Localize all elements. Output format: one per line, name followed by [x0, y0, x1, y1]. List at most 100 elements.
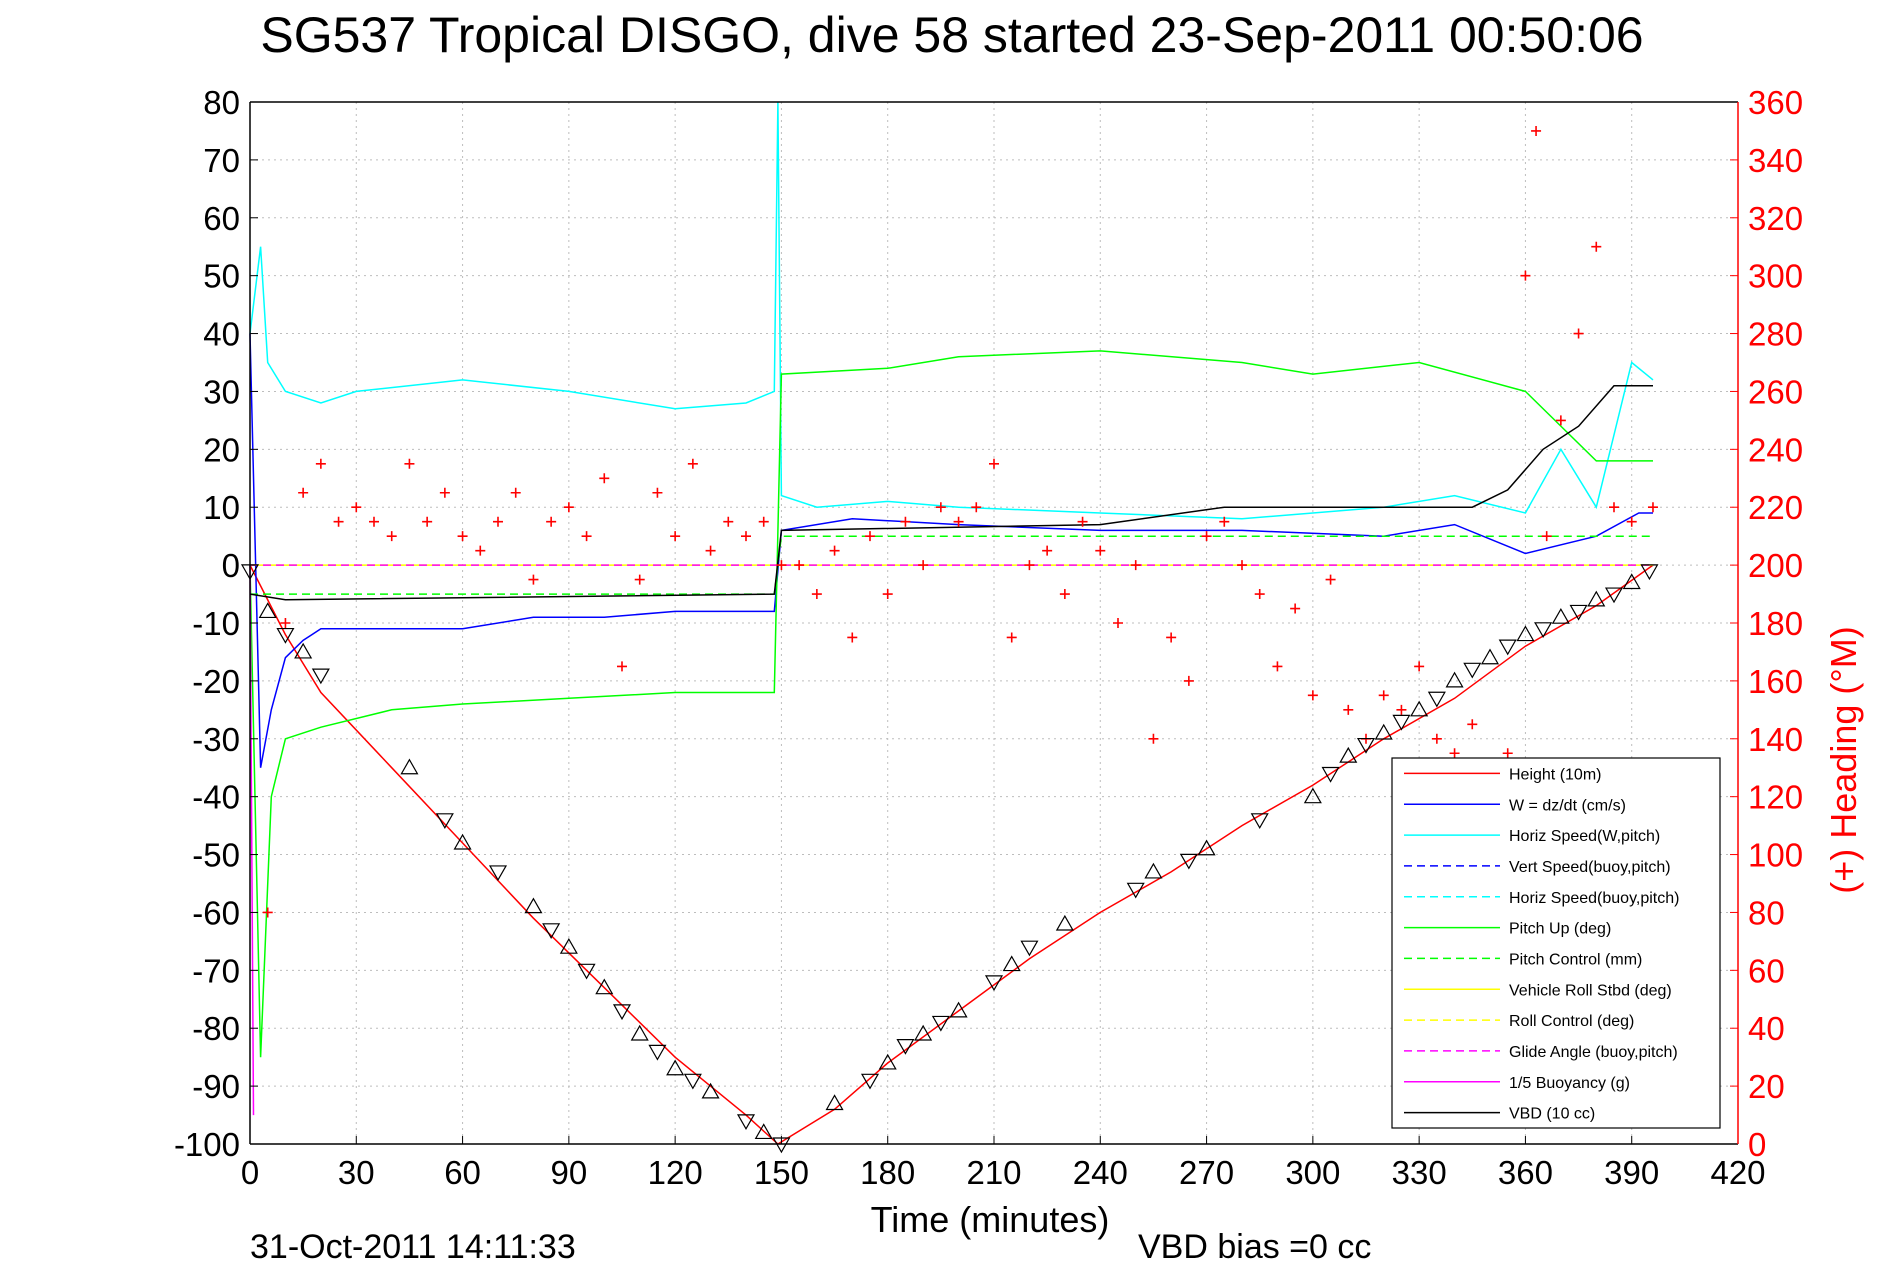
heading-marker	[1254, 589, 1265, 600]
y-tick-label: 40	[203, 316, 240, 353]
triangle-marker	[1410, 700, 1429, 717]
grid	[249, 101, 1739, 1145]
heading-marker	[528, 574, 539, 585]
heading-marker	[829, 545, 840, 556]
triangle-marker	[1463, 662, 1482, 679]
triangle-marker	[1427, 691, 1446, 708]
y-tick-label: -60	[192, 894, 240, 931]
heading-marker	[794, 560, 805, 571]
heading-marker	[1541, 531, 1552, 542]
triangle-marker	[294, 642, 313, 659]
heading-marker	[1059, 589, 1070, 600]
y-tick-label: 80	[203, 84, 240, 121]
triangle-marker	[1516, 625, 1535, 642]
triangle-marker	[488, 865, 508, 882]
y-tick-label: -10	[192, 605, 240, 642]
heading-marker	[422, 516, 433, 527]
y-tick-label: 10	[203, 489, 240, 526]
y-tick-label: -80	[192, 1010, 240, 1047]
heading-marker	[351, 502, 362, 513]
legend-label-horiz-speed-buoy-pitch: Horiz Speed(buoy,pitch)	[1509, 890, 1679, 907]
heading-marker	[971, 502, 982, 513]
heading-marker	[776, 560, 787, 571]
heading-marker	[369, 516, 379, 527]
heading-marker	[1396, 704, 1407, 715]
heading-marker	[1343, 704, 1354, 715]
y-tick-label: -40	[192, 779, 240, 816]
heading-marker	[1272, 661, 1283, 672]
series-horiz-speed-w-pitch	[249, 101, 1654, 520]
y-axis-ticks: 80 70 60 50 40 30 20 10 0 -10 -20 -30 -40 -50 -60 -70 -8…	[174, 84, 240, 1163]
legend-label-1-5-buoyancy-g: 1/5 Buoyancy (g)	[1509, 1075, 1630, 1092]
heading-marker	[1077, 516, 1088, 527]
heading-marker	[741, 531, 751, 542]
triangle-marker	[1534, 622, 1553, 638]
heading-marker	[1378, 690, 1389, 701]
heading-marker	[1609, 502, 1619, 513]
series-layer	[240, 101, 1659, 1154]
heading-marker	[457, 531, 468, 542]
triangle-marker	[1179, 853, 1198, 870]
heading-marker	[935, 502, 946, 513]
x-axis-ticks: 0 30 60 90 120 150 180 210 240 270 300 330 360 390 420	[241, 1154, 1766, 1191]
heading-marker	[1024, 560, 1035, 571]
y-tick-label: -30	[192, 721, 240, 758]
series-vbd-10-cc	[249, 384, 1653, 601]
legend-label-pitch-control-mm: Pitch Control (mm)	[1509, 951, 1642, 968]
triangle-marker	[1250, 813, 1269, 830]
triangle-marker	[1339, 746, 1358, 763]
heading-marker	[1520, 270, 1531, 281]
x-tick-label: 210	[966, 1154, 1021, 1191]
heading-marker	[1449, 748, 1460, 759]
y-tick-label: 60	[203, 200, 240, 237]
triangle-marker	[825, 1094, 844, 1111]
heading-marker	[758, 516, 769, 527]
triangle-marker	[1551, 608, 1570, 624]
x-tick-label: 150	[754, 1154, 809, 1191]
x-tick-label: 60	[444, 1154, 481, 1191]
y-tick-label: 70	[203, 142, 240, 179]
triangle-marker	[542, 923, 561, 940]
heading-marker	[1006, 632, 1017, 643]
right-tick-label: 40	[1748, 1010, 1785, 1047]
heading-marker	[634, 574, 645, 585]
heading-marker	[439, 487, 450, 498]
heading-marker	[1555, 415, 1566, 426]
footer-timestamp: 31-Oct-2011 14:11:33	[250, 1228, 576, 1262]
heading-marker	[687, 458, 698, 469]
legend-label-vehicle-roll-stbd-deg: Vehicle Roll Stbd (deg)	[1509, 982, 1672, 999]
triangle-marker	[949, 1001, 968, 1018]
legend-label-height-10m: Height (10m)	[1509, 766, 1601, 783]
right-tick-label: 300	[1748, 258, 1803, 295]
heading-marker	[333, 516, 344, 527]
x-tick-label: 240	[1073, 1154, 1128, 1191]
heading-marker	[705, 545, 716, 556]
heading-marker	[953, 516, 964, 527]
y-tick-label: -20	[192, 663, 240, 700]
x-tick-label: 360	[1498, 1154, 1553, 1191]
right-tick-label: 0	[1748, 1126, 1766, 1163]
right-tick-label: 320	[1748, 200, 1803, 237]
chart-title: SG537 Tropical DISGO, dive 58 started 23…	[260, 7, 1643, 63]
heading-marker	[882, 589, 893, 600]
heading-marker	[280, 618, 291, 628]
x-tick-label: 90	[550, 1154, 587, 1191]
triangle-marker	[1303, 787, 1322, 804]
triangle-marker	[1356, 737, 1376, 754]
triangle-marker	[612, 1004, 632, 1021]
y-tick-label: -100	[174, 1126, 240, 1163]
heading-marker	[1130, 560, 1141, 571]
y-tick-label: -90	[192, 1068, 240, 1105]
heading-marker	[1042, 545, 1053, 556]
triangle-marker	[453, 833, 472, 850]
heading-marker	[652, 487, 663, 498]
heading-marker	[723, 516, 734, 527]
triangle-marker	[1640, 564, 1659, 581]
legend-label-pitch-up-deg: Pitch Up (deg)	[1509, 921, 1611, 938]
triangle-marker	[1055, 914, 1074, 931]
legend-label-glide-angle-buoy-pitch: Glide Angle (buoy,pitch)	[1509, 1044, 1678, 1061]
triangle-marker	[435, 813, 454, 830]
right-axis-ticks: 3603403203002802602402202001801601401201…	[1748, 84, 1803, 1163]
heading-marker	[1591, 241, 1602, 252]
triangle-marker	[1321, 766, 1340, 783]
